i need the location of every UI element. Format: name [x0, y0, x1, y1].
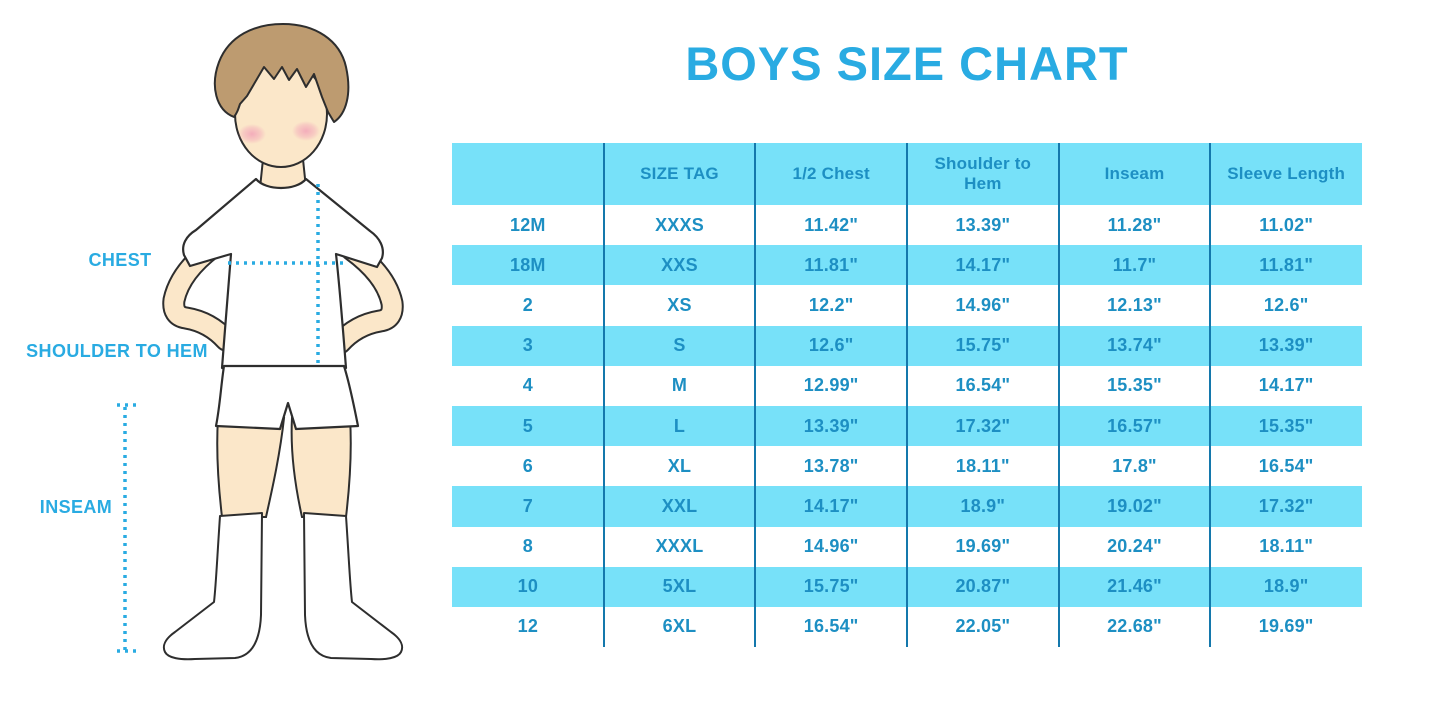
size-cell: 18.9" — [907, 486, 1059, 527]
size-cell: XS — [667, 294, 692, 315]
right-arm — [328, 238, 404, 355]
size-cell: 12.2" — [808, 294, 854, 315]
size-cell: 22.05" — [955, 616, 1011, 637]
left-cheek-blush — [238, 124, 266, 144]
size-cell: 11.81" — [1210, 245, 1362, 286]
size-cell: 18.9" — [1210, 566, 1362, 607]
size-cell: 14.17" — [755, 486, 907, 527]
size-cell: 19.69" — [955, 536, 1011, 557]
right-cheek-blush — [292, 121, 320, 141]
size-cell: 17.32" — [907, 405, 1059, 447]
header-cell: 1/2 Chest — [755, 143, 907, 205]
size-row-label: 5 — [452, 405, 604, 447]
size-cell: 15.75" — [755, 566, 907, 607]
size-cell: 14.17" — [1258, 375, 1314, 396]
size-row-label: 10 — [452, 566, 604, 607]
right-sock — [303, 512, 404, 661]
size-row-label: 4 — [522, 375, 533, 396]
size-row-label: 12M — [510, 214, 546, 235]
size-row-label: 7 — [452, 486, 604, 527]
size-cell: 15.35" — [1210, 405, 1362, 447]
size-row-label: 3 — [452, 325, 604, 366]
page-title: BOYS SIZE CHART — [685, 37, 1129, 90]
size-cell: 16.54" — [955, 375, 1011, 396]
size-cell: 18.11" — [955, 455, 1010, 476]
header-cell — [452, 143, 604, 205]
size-cell: M — [671, 375, 688, 396]
size-cell: L — [603, 405, 756, 447]
size-cell: XL — [667, 455, 692, 476]
left-sock — [162, 512, 263, 661]
header-cell: Sleeve Length — [1210, 143, 1362, 205]
size-cell: 11.02" — [1259, 214, 1314, 235]
right-leg — [290, 417, 352, 518]
size-cell: 22.68" — [1107, 616, 1162, 637]
size-cell: 18.11" — [1259, 536, 1314, 557]
column-divider — [1209, 143, 1212, 647]
size-cell: 20.24" — [1107, 536, 1162, 557]
shoulder-to-hem-label: SHOULDER TO HEM — [26, 341, 208, 361]
size-cell: 13.78" — [803, 455, 859, 476]
size-row-label: 2 — [522, 294, 533, 315]
size-cell: 16.57" — [1058, 405, 1211, 447]
size-row-label: 12 — [517, 616, 539, 637]
size-cell: 21.46" — [1058, 566, 1211, 607]
size-cell: 14.96" — [803, 536, 859, 557]
size-cell: 20.87" — [907, 566, 1059, 607]
size-cell: XXXL — [655, 536, 704, 557]
size-cell: XXS — [603, 245, 756, 286]
inseam-label: INSEAM — [39, 497, 113, 517]
size-cell: 13.74" — [1058, 325, 1211, 366]
size-cell: 11.42" — [804, 214, 859, 235]
column-divider — [906, 143, 908, 647]
column-divider — [754, 143, 757, 647]
size-cell: 12.6" — [1263, 294, 1309, 315]
size-row-label: 18M — [452, 245, 604, 286]
size-cell: 13.39" — [1210, 325, 1362, 366]
size-row-label: 6 — [522, 455, 533, 476]
size-cell: 12.99" — [803, 375, 859, 396]
left-leg — [216, 417, 286, 518]
size-cell: 11.81" — [755, 245, 907, 286]
size-cell: 19.02" — [1058, 486, 1211, 527]
column-divider — [1057, 143, 1060, 647]
size-cell: 15.75" — [907, 325, 1059, 366]
size-cell: S — [603, 325, 756, 366]
hair — [213, 23, 350, 123]
size-cell: 14.96" — [955, 294, 1011, 315]
size-cell: 13.39" — [755, 405, 907, 447]
boy-illustration — [117, 23, 404, 661]
size-cell: 13.39" — [955, 214, 1011, 235]
shorts — [214, 364, 360, 431]
size-cell: 6XL — [662, 616, 697, 637]
left-arm — [162, 235, 238, 352]
size-cell: 5XL — [603, 566, 756, 607]
header-cell: Shoulder to Hem — [907, 143, 1059, 205]
size-cell: 15.35" — [1107, 375, 1162, 396]
column-divider — [602, 143, 605, 647]
header-cell: Inseam — [1058, 143, 1211, 205]
size-cell: 12.13" — [1107, 294, 1162, 315]
size-cell: 17.32" — [1210, 486, 1362, 527]
size-cell: XXXS — [655, 214, 704, 235]
size-cell: 19.69" — [1258, 616, 1314, 637]
size-cell: XXL — [603, 486, 756, 527]
size-cell: 12.6" — [755, 325, 907, 366]
size-cell: 16.54" — [803, 616, 859, 637]
size-cell: 14.17" — [907, 245, 1059, 286]
size-cell: 11.28" — [1107, 214, 1162, 235]
size-cell: 16.54" — [1258, 455, 1314, 476]
size-cell: 11.7" — [1058, 245, 1211, 286]
size-cell: 17.8" — [1112, 455, 1157, 476]
header-cell: SIZE TAG — [603, 143, 756, 205]
size-row-label: 8 — [522, 536, 533, 557]
chest-label: CHEST — [88, 250, 152, 270]
size-table: SIZE TAG 1/2 Chest Shoulder to Hem Inseam Sl… — [452, 143, 1362, 647]
